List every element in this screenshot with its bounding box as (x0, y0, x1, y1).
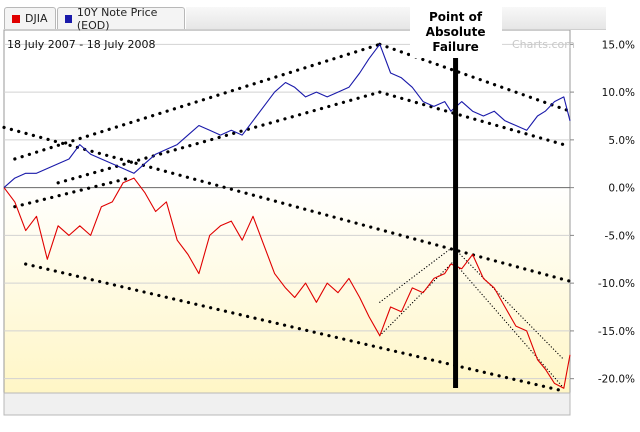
trendline-tnx-lower-falling (378, 90, 566, 147)
trendline-djia-fall-upper (454, 249, 565, 361)
y-tick-label: -20.0% (598, 374, 635, 386)
trendlines (2, 42, 572, 393)
trendline-tnx-upper-falling (378, 42, 572, 113)
trendline-djia-lower-channel (24, 262, 566, 393)
annotation-point-of-absolute-failure: Point of Absolute Failure (409, 7, 502, 58)
legend-10y-note[interactable]: 10Y Note Price (EOD) (57, 5, 185, 32)
y-tick-label: -5.0% (605, 230, 635, 242)
legend-bar (186, 7, 606, 30)
annotation-text: Point of Absolute Failure (425, 10, 486, 54)
y-tick-label: 0.0% (608, 183, 635, 195)
date-range: 18 July 2007 - 18 July 2008 (7, 38, 156, 51)
grid (4, 43, 570, 380)
trendline-tnx-lower-rising (56, 90, 382, 185)
trendline-djia-upper-channel (2, 125, 572, 283)
series-line-10y-note-price-eod- (3, 43, 571, 189)
y-tick-label: 15.0% (602, 39, 635, 51)
djia-swatch-icon (12, 14, 20, 23)
legend-10y-note-label: 10Y Note Price (EOD) (76, 5, 158, 32)
plot-background (3, 29, 571, 394)
x-axis-band (3, 392, 571, 416)
y-tick-label: -10.0% (598, 278, 635, 290)
trendline-djia-rally-upper (379, 244, 457, 303)
trendline-djia-rally-lower (379, 258, 457, 337)
y-tick-label: -15.0% (598, 326, 635, 338)
tnx-swatch-icon (65, 14, 72, 23)
series-line-djia (3, 177, 571, 389)
y-axis: 15.0% 10.0% 5.0% 0.0% -5.0% -10.0% -15.0% -20.0… (570, 39, 635, 386)
series-lines (3, 43, 571, 389)
legend-djia[interactable]: DJIA (4, 7, 56, 29)
trendline-tnx-upper-rising (13, 42, 382, 161)
trendline-djia-rise-start (13, 176, 131, 209)
y-tick-label: 10.0% (602, 87, 635, 99)
trendline-djia-fall-lower (454, 263, 565, 389)
legend-djia-label: DJIA (25, 12, 48, 25)
y-tick-label: 5.0% (608, 135, 635, 147)
watermark: Charts.com (512, 38, 575, 51)
